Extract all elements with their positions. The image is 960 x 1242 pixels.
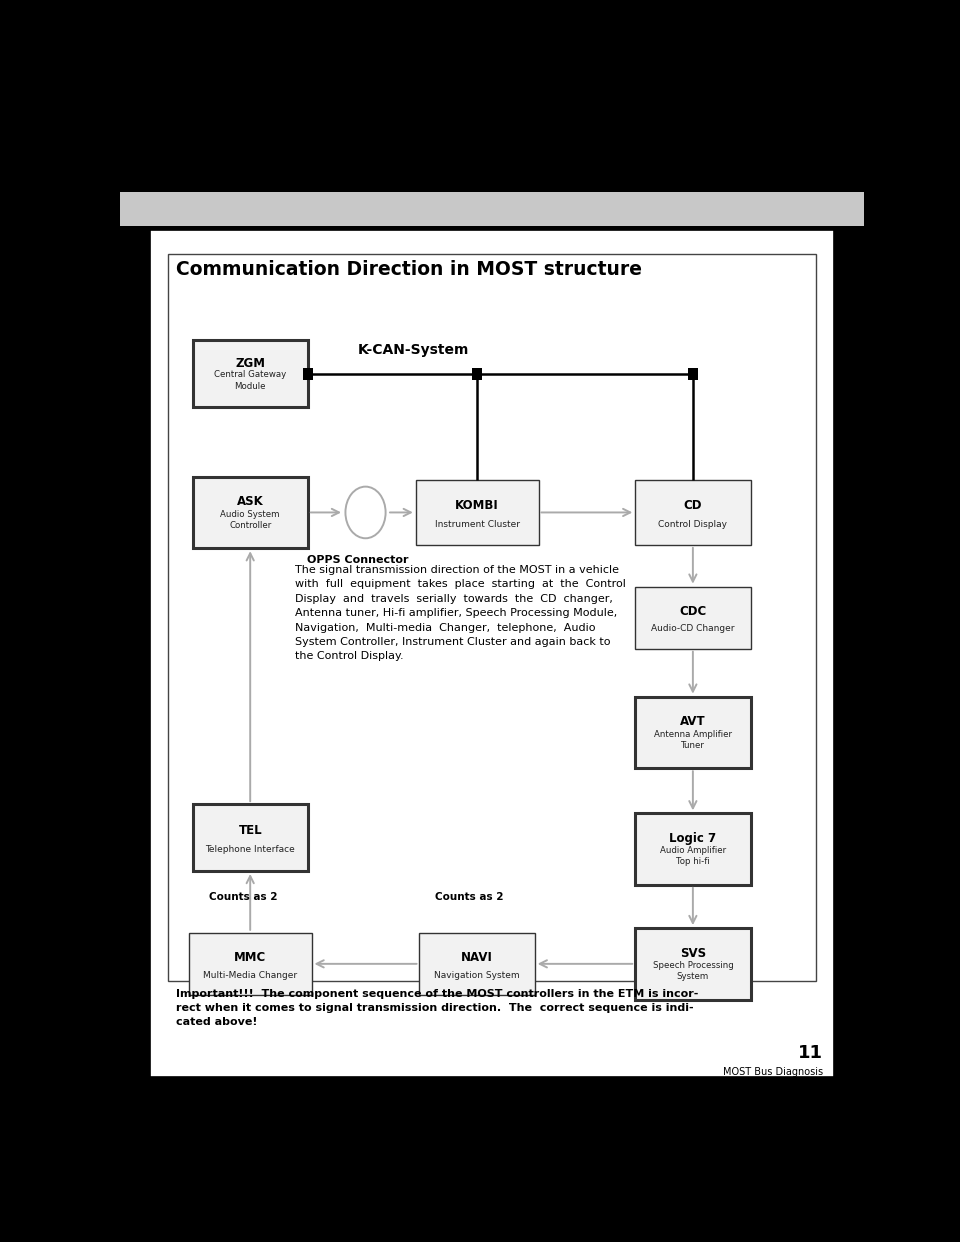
Text: MOST Bus Diagnosis: MOST Bus Diagnosis: [723, 1067, 823, 1077]
Text: Logic 7: Logic 7: [669, 832, 716, 845]
Text: OPPS Connector: OPPS Connector: [307, 555, 409, 565]
FancyBboxPatch shape: [416, 479, 539, 545]
Text: CD: CD: [684, 499, 702, 513]
Text: MMC: MMC: [234, 951, 266, 964]
FancyBboxPatch shape: [120, 193, 864, 226]
FancyBboxPatch shape: [120, 149, 864, 193]
Text: Telephone Interface: Telephone Interface: [205, 845, 295, 854]
Text: Communication Direction in MOST structure: Communication Direction in MOST structur…: [176, 260, 642, 279]
Text: Audio Amplifier
Top hi-fi: Audio Amplifier Top hi-fi: [660, 846, 726, 867]
FancyBboxPatch shape: [303, 368, 313, 380]
Text: Antenna Amplifier
Tuner: Antenna Amplifier Tuner: [654, 729, 732, 750]
FancyBboxPatch shape: [636, 697, 751, 769]
FancyBboxPatch shape: [168, 255, 816, 981]
Text: 11: 11: [798, 1043, 823, 1062]
Text: ASK: ASK: [237, 496, 264, 508]
FancyBboxPatch shape: [472, 368, 482, 380]
Text: TEL: TEL: [238, 825, 262, 837]
FancyBboxPatch shape: [420, 933, 535, 995]
FancyBboxPatch shape: [150, 230, 834, 1077]
Text: Speech Processing
System: Speech Processing System: [653, 961, 733, 981]
Text: Counts as 2: Counts as 2: [436, 892, 504, 902]
Text: Instrument Cluster: Instrument Cluster: [435, 519, 519, 529]
Text: Multi-Media Changer: Multi-Media Changer: [204, 970, 298, 980]
Text: Important!!!  The component sequence of the MOST controllers in the ETM is incor: Important!!! The component sequence of t…: [176, 989, 698, 1027]
FancyBboxPatch shape: [189, 933, 312, 995]
FancyBboxPatch shape: [193, 804, 308, 871]
Text: AVT: AVT: [680, 715, 706, 728]
Text: Counts as 2: Counts as 2: [208, 892, 277, 902]
Text: SVS: SVS: [680, 946, 706, 960]
Text: Central Gateway
Module: Central Gateway Module: [214, 370, 286, 390]
Text: K-CAN-System: K-CAN-System: [358, 343, 469, 356]
FancyBboxPatch shape: [636, 479, 751, 545]
Text: Navigation System: Navigation System: [434, 970, 520, 980]
Text: Audio-CD Changer: Audio-CD Changer: [651, 625, 734, 633]
Text: NAVI: NAVI: [461, 951, 493, 964]
FancyBboxPatch shape: [193, 340, 308, 407]
Text: KOMBI: KOMBI: [455, 499, 499, 513]
Text: The signal transmission direction of the MOST in a vehicle
with  full  equipment: The signal transmission direction of the…: [295, 565, 626, 662]
Text: Audio System
Controller: Audio System Controller: [221, 509, 280, 529]
FancyBboxPatch shape: [636, 814, 751, 886]
FancyBboxPatch shape: [636, 928, 751, 1000]
Text: Control Display: Control Display: [659, 519, 728, 529]
FancyBboxPatch shape: [688, 368, 698, 380]
FancyBboxPatch shape: [636, 586, 751, 648]
Text: ZGM: ZGM: [235, 358, 265, 370]
Text: CDC: CDC: [680, 605, 707, 619]
FancyBboxPatch shape: [193, 477, 308, 548]
